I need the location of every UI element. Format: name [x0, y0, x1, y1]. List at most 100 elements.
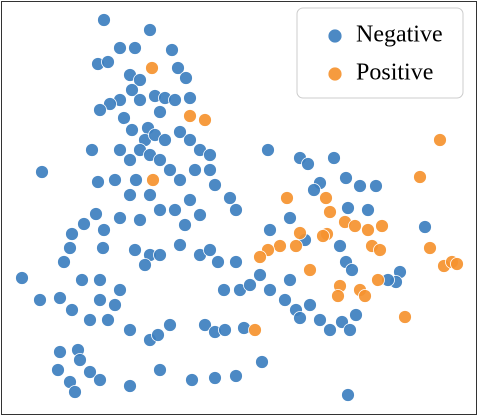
point	[223, 191, 237, 205]
point	[93, 373, 107, 387]
point	[348, 219, 362, 233]
point	[283, 211, 297, 225]
point	[303, 298, 317, 312]
point	[289, 239, 303, 253]
point	[333, 239, 347, 253]
point	[89, 207, 103, 221]
point	[179, 71, 193, 85]
point	[178, 218, 192, 232]
point	[373, 243, 387, 257]
point	[423, 241, 437, 255]
point	[133, 93, 147, 107]
point	[53, 345, 67, 359]
point	[418, 220, 432, 234]
point	[253, 268, 267, 282]
legend-label: Negative	[356, 22, 443, 48]
point	[369, 179, 383, 193]
point	[33, 293, 47, 307]
point	[229, 203, 243, 217]
point	[208, 178, 222, 192]
point	[343, 323, 357, 337]
legend: Negative Positive	[327, 22, 443, 86]
point	[203, 243, 217, 257]
point	[307, 183, 321, 197]
point	[97, 13, 111, 27]
point	[183, 91, 197, 105]
point	[153, 248, 167, 262]
point	[113, 211, 127, 225]
point	[143, 188, 157, 202]
point	[35, 165, 49, 179]
point	[101, 313, 115, 327]
point	[65, 227, 79, 241]
point	[185, 373, 199, 387]
point	[243, 278, 257, 292]
point	[301, 157, 315, 171]
point	[15, 271, 29, 285]
point	[83, 365, 97, 379]
point	[68, 385, 82, 399]
point	[319, 191, 333, 205]
point	[123, 379, 137, 393]
point	[163, 318, 177, 332]
point	[96, 241, 110, 255]
point	[208, 371, 222, 385]
point	[361, 203, 375, 217]
point	[77, 217, 91, 231]
point	[158, 133, 172, 147]
point	[93, 273, 107, 287]
point	[217, 283, 231, 297]
point	[128, 243, 142, 257]
point	[229, 369, 243, 383]
point	[113, 143, 127, 157]
point	[255, 355, 269, 369]
point	[323, 323, 337, 337]
point	[183, 109, 197, 123]
point	[57, 255, 71, 269]
point	[349, 308, 363, 322]
point	[129, 173, 143, 187]
point	[339, 171, 353, 185]
point	[433, 133, 447, 147]
point	[133, 73, 147, 87]
point	[103, 97, 117, 111]
point	[143, 23, 157, 37]
point	[75, 273, 89, 287]
point	[203, 163, 217, 177]
point	[113, 283, 127, 297]
point	[128, 41, 142, 55]
point	[85, 143, 99, 157]
point	[165, 43, 179, 57]
point	[327, 151, 341, 165]
point	[168, 203, 182, 217]
point	[203, 148, 217, 162]
point	[183, 133, 197, 147]
point	[261, 143, 275, 157]
point	[263, 223, 277, 237]
point	[123, 323, 137, 337]
point	[153, 153, 167, 167]
point	[153, 363, 167, 377]
point	[303, 263, 317, 277]
point	[123, 153, 137, 167]
point	[73, 353, 87, 367]
point	[278, 293, 292, 307]
point	[53, 291, 67, 305]
point	[293, 226, 307, 240]
point	[450, 257, 464, 271]
point	[93, 293, 107, 307]
point	[345, 263, 359, 277]
point	[248, 323, 262, 337]
point	[263, 283, 277, 297]
point	[168, 93, 182, 107]
point	[117, 111, 131, 125]
point	[211, 255, 225, 269]
point	[316, 229, 330, 243]
point	[173, 125, 187, 139]
point	[229, 255, 243, 269]
point	[218, 323, 232, 337]
point	[83, 313, 97, 327]
point	[371, 273, 385, 287]
